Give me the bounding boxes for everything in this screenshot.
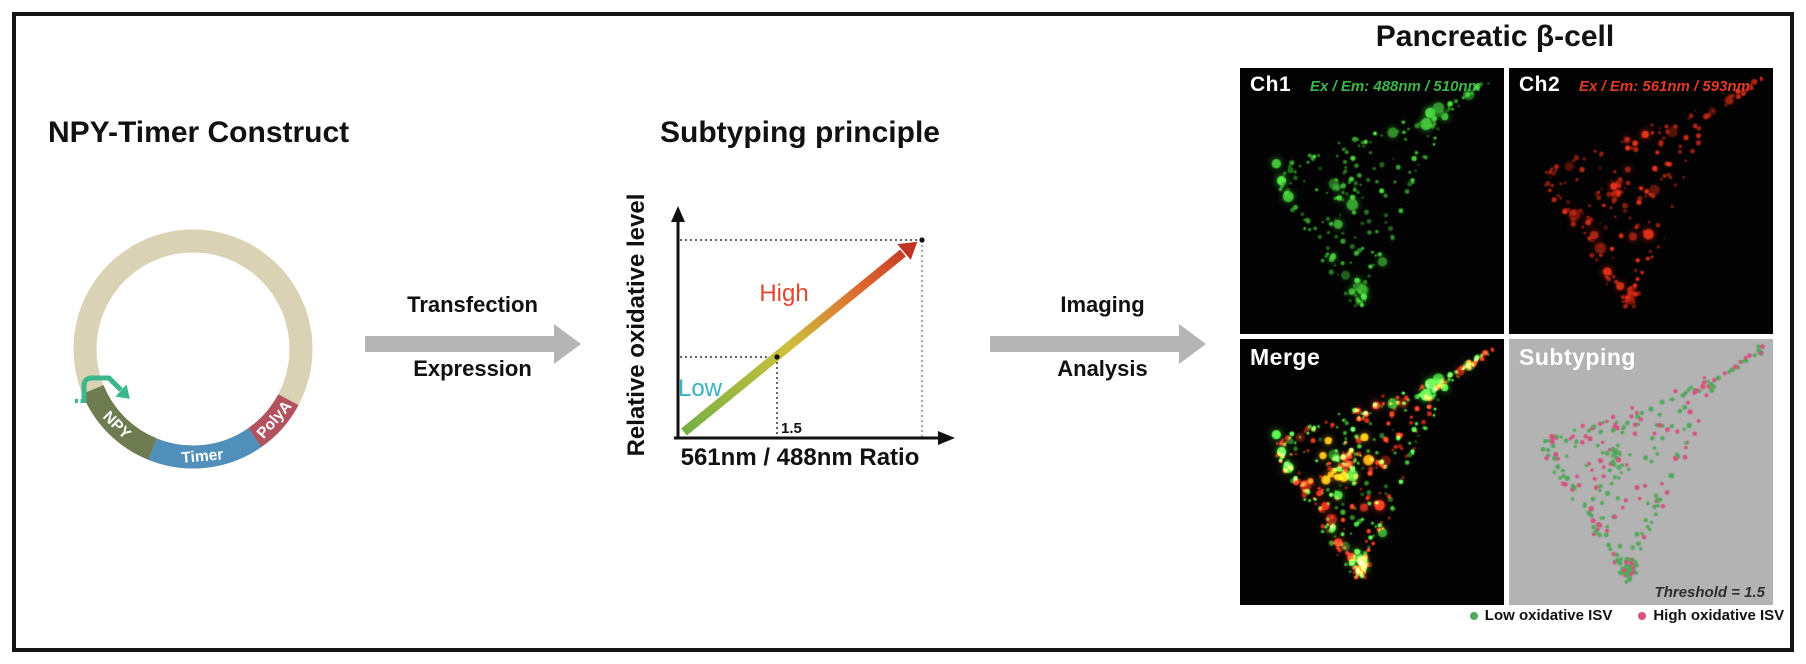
y-axis-arrowhead <box>671 206 685 222</box>
legend-item-low: Low oxidative ISV <box>1469 607 1613 624</box>
arrow-head <box>554 324 581 364</box>
x-axis-label: 561nm / 488nm Ratio <box>681 444 920 471</box>
high-isv-dot-icon <box>1638 611 1647 620</box>
transfection-label: Transfection <box>407 292 538 317</box>
plasmid-segment-npy <box>82 384 158 460</box>
x-axis-arrowhead <box>938 431 955 445</box>
micrograph-grid: Ch1 Ex / Em: 488nm / 510nm Ch2 Ex / Em: … <box>1240 68 1773 605</box>
panel-ch2: Ch2 Ex / Em: 561nm / 593nm <box>1509 68 1773 334</box>
panel-subtyping: Subtyping Threshold = 1.5 <box>1509 339 1773 605</box>
oxidative-gradient-line <box>681 249 906 436</box>
promoter-arrowhead <box>115 384 130 399</box>
low-isv-dot-icon <box>1469 611 1478 620</box>
principle-plot: High Low 1.5 561nm / 488nm Ratio Relativ… <box>623 194 955 471</box>
subtyping-label: Subtyping <box>1519 344 1636 370</box>
timer-label: Timer <box>181 446 224 467</box>
low-label: Low <box>678 375 723 402</box>
ch1-label: Ch1 <box>1250 73 1292 96</box>
high-label: High <box>759 280 808 307</box>
expression-label: Expression <box>413 356 532 381</box>
imaging-arrow <box>990 324 1206 364</box>
imaging-label: Imaging <box>1060 292 1145 317</box>
analysis-label: Analysis <box>1057 356 1148 381</box>
ch1-exem-label: Ex / Em: 488nm / 510nm <box>1310 78 1481 95</box>
panel-merge: Merge <box>1240 339 1504 605</box>
ch2-label: Ch2 <box>1519 73 1561 96</box>
subtype-legend: Low oxidative ISV High oxidative ISV <box>1462 607 1792 624</box>
legend-high-label: High oxidative ISV <box>1653 607 1785 624</box>
y-axis-label: Relative oxidative level <box>623 194 650 457</box>
construct-title: NPY-Timer Construct <box>48 116 350 149</box>
plasmid-segment-timer <box>148 427 262 469</box>
arrow-body <box>365 336 554 352</box>
arrow-body <box>990 336 1179 352</box>
merge-label: Merge <box>1250 344 1321 370</box>
ch2-micrograph <box>1509 68 1773 334</box>
ch1-micrograph <box>1240 68 1504 334</box>
promoter-arrow <box>81 375 123 403</box>
arrow-head <box>1179 324 1206 364</box>
legend-low-label: Low oxidative ISV <box>1484 607 1613 624</box>
principle-title: Subtyping principle <box>659 116 940 149</box>
legend-item-high: High oxidative ISV <box>1638 607 1784 624</box>
plasmid-segment-polya <box>248 393 299 447</box>
high-end-point <box>919 237 925 243</box>
ch2-exem-label: Ex / Em: 561nm / 593nm <box>1579 78 1750 95</box>
bcell-title: Pancreatic β-cell <box>1375 20 1615 53</box>
transfection-arrow <box>365 324 581 364</box>
oxidative-gradient-arrowhead <box>897 241 918 260</box>
panel-ch1: Ch1 Ex / Em: 488nm / 510nm <box>1240 68 1504 334</box>
threshold-tick-label: 1.5 <box>781 420 802 437</box>
figure-border <box>12 12 1794 652</box>
plasmid-diagram: NPY Timer PolyA <box>73 229 313 469</box>
subtyping-map <box>1509 339 1773 605</box>
merge-micrograph <box>1240 339 1504 605</box>
threshold-note: Threshold = 1.5 <box>1654 584 1765 601</box>
threshold-point <box>774 354 780 360</box>
